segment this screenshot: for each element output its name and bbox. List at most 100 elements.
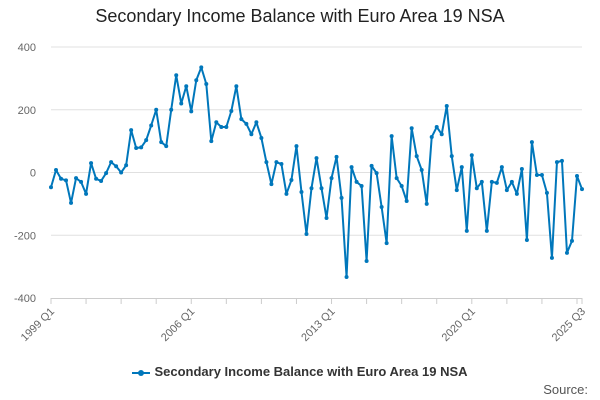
- data-point: [244, 121, 249, 126]
- data-point: [409, 126, 414, 131]
- data-point: [229, 109, 234, 114]
- data-point: [234, 84, 239, 89]
- data-point: [124, 163, 129, 168]
- data-point: [144, 138, 149, 143]
- data-point: [389, 134, 394, 139]
- data-point: [289, 178, 294, 183]
- data-point: [374, 171, 379, 176]
- data-point: [519, 167, 524, 172]
- data-point: [379, 205, 384, 210]
- data-point: [149, 123, 154, 128]
- data-point: [559, 158, 564, 163]
- data-point: [164, 144, 169, 149]
- y-tick-label: 400: [18, 42, 36, 54]
- source-label: Source:: [543, 382, 588, 397]
- y-tick-label: -400: [14, 293, 36, 305]
- data-point: [364, 258, 369, 263]
- data-point: [324, 215, 329, 220]
- data-point: [529, 140, 534, 145]
- data-point: [549, 255, 554, 260]
- data-point: [159, 140, 164, 145]
- data-point: [259, 135, 264, 140]
- data-point: [344, 274, 349, 279]
- data-point: [544, 190, 549, 195]
- data-point: [399, 183, 404, 188]
- data-point: [294, 144, 299, 149]
- data-point: [514, 191, 519, 196]
- data-point: [129, 128, 134, 133]
- data-point: [99, 178, 104, 183]
- data-point: [419, 167, 424, 172]
- x-tick-label: 2020 Q1: [440, 306, 478, 344]
- data-point: [84, 191, 89, 196]
- data-point: [504, 188, 509, 193]
- data-point: [459, 165, 464, 170]
- data-point: [439, 132, 444, 137]
- data-point: [94, 176, 99, 181]
- data-point: [494, 180, 499, 185]
- data-point: [580, 187, 584, 192]
- data-point: [359, 183, 364, 188]
- data-point: [189, 109, 194, 114]
- data-point: [369, 163, 374, 168]
- data-point: [269, 182, 274, 187]
- data-point: [319, 186, 324, 191]
- data-point: [79, 179, 84, 184]
- data-point: [114, 164, 119, 169]
- data-point: [249, 132, 254, 137]
- data-point: [534, 173, 539, 178]
- data-point: [134, 146, 139, 151]
- data-point: [154, 107, 159, 112]
- data-point: [484, 228, 489, 233]
- legend-label: Secondary Income Balance with Euro Area …: [154, 364, 468, 379]
- data-point: [474, 186, 479, 191]
- data-point: [214, 120, 219, 125]
- data-point: [304, 231, 309, 236]
- data-point: [469, 153, 474, 158]
- data-point: [169, 107, 174, 112]
- data-point: [429, 135, 434, 140]
- x-tick-label: 2006 Q1: [159, 306, 197, 344]
- data-point: [119, 170, 124, 175]
- data-point: [394, 176, 399, 181]
- data-point: [279, 162, 284, 167]
- data-point: [539, 173, 544, 178]
- data-point: [89, 161, 94, 166]
- data-point: [569, 238, 574, 243]
- data-point: [384, 241, 389, 246]
- x-tick-label: 1999 Q1: [19, 306, 57, 344]
- data-point: [204, 82, 209, 87]
- legend-swatch: [132, 369, 151, 376]
- data-point: [404, 199, 409, 204]
- data-point: [174, 73, 179, 78]
- data-point: [254, 120, 259, 125]
- data-point: [199, 65, 204, 70]
- data-point: [59, 176, 64, 181]
- data-point: [194, 78, 199, 83]
- data-point: [139, 145, 144, 150]
- x-tick-label: 2025 Q3: [550, 306, 588, 344]
- data-point: [309, 186, 314, 191]
- data-point: [74, 176, 79, 181]
- x-tick-label: 2013 Q1: [299, 306, 337, 344]
- data-point: [574, 173, 579, 178]
- legend[interactable]: Secondary Income Balance with Euro Area …: [0, 364, 600, 379]
- data-point: [479, 179, 484, 184]
- data-point: [104, 171, 109, 176]
- data-point: [464, 228, 469, 233]
- data-point: [564, 250, 569, 255]
- data-point: [414, 154, 419, 159]
- data-point: [274, 160, 279, 165]
- data-point: [219, 125, 224, 130]
- data-point: [499, 165, 504, 170]
- data-point: [349, 165, 354, 170]
- data-point: [314, 156, 319, 161]
- data-point: [339, 195, 344, 200]
- data-point: [49, 185, 53, 190]
- data-point: [489, 179, 494, 184]
- data-point: [329, 176, 334, 181]
- chart-title: Secondary Income Balance with Euro Area …: [95, 6, 505, 26]
- data-point: [264, 160, 269, 165]
- data-point: [554, 160, 559, 165]
